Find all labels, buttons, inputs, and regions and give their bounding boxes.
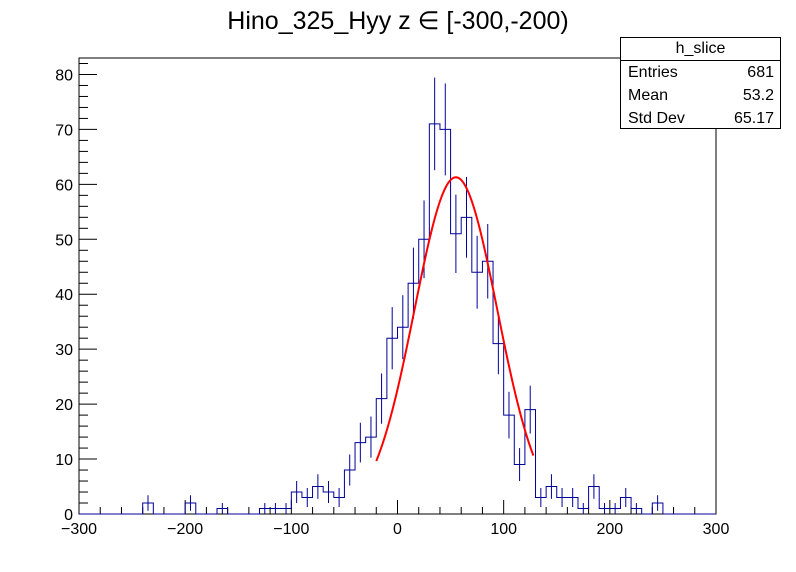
chart-title: Hino_325_Hyy z ∈ [-300,-200) [0, 6, 796, 36]
y-tick-label: 70 [55, 122, 73, 139]
element-of-symbol: ∈ [417, 7, 440, 35]
axis-ticks [78, 62, 717, 515]
y-tick-label: 30 [55, 342, 73, 359]
x-tick-label: 200 [596, 521, 623, 538]
y-tick-label: 20 [55, 397, 73, 414]
stats-row-mean: Mean 53.2 [621, 84, 780, 107]
x-tick-label: 100 [490, 521, 517, 538]
x-tick-label: −300 [61, 521, 97, 538]
stats-row-stddev: Std Dev 65.17 [621, 107, 780, 130]
stats-row-entries: Entries 681 [621, 61, 780, 84]
histogram-series [79, 123, 716, 515]
x-tick-label: −200 [167, 521, 203, 538]
y-tick-label: 0 [64, 507, 73, 524]
stats-label: Entries [628, 64, 678, 81]
stats-value: 65.17 [733, 110, 774, 127]
stats-value: 53.2 [742, 87, 774, 104]
stats-box-title: h_slice [621, 38, 780, 61]
x-tick-label: 0 [393, 521, 402, 538]
y-tick-label: 60 [55, 177, 73, 194]
histogram-outline [79, 123, 716, 515]
error-bars [147, 77, 659, 514]
y-tick-label: 10 [55, 452, 73, 469]
x-tick-label: −100 [273, 521, 309, 538]
chart-title-range: [-300,-200) [446, 7, 569, 35]
chart-title-text: Hino_325_Hyy z [227, 7, 411, 35]
stats-box: h_slice Entries 681 Mean 53.2 Std Dev 65… [620, 37, 781, 129]
x-tick-label: 300 [703, 521, 730, 538]
gaussian-fit [375, 176, 535, 462]
fit-curve [375, 176, 535, 462]
stats-label: Std Dev [628, 110, 685, 127]
y-tick-label: 80 [55, 67, 73, 84]
stats-value: 681 [747, 64, 774, 81]
axis-tick-labels: −300 −200 −100 0 100 200 300 0 10 20 30 40 50 60 70 80 [55, 67, 729, 538]
stats-label: Mean [628, 87, 669, 104]
y-tick-label: 40 [55, 287, 73, 304]
y-tick-label: 50 [55, 232, 73, 249]
